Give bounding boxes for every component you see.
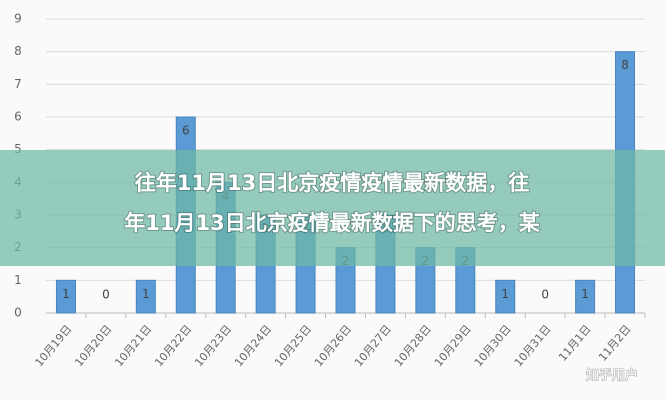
y-tick-label: 0 <box>14 306 22 320</box>
data-label: 0 <box>541 288 549 302</box>
bar <box>55 279 76 314</box>
y-tick-label: 8 <box>14 44 22 58</box>
y-tick-label: 9 <box>14 12 22 26</box>
y-tick-label: 6 <box>14 110 22 124</box>
data-label: 1 <box>581 287 589 301</box>
y-tick-label: 1 <box>14 273 22 287</box>
banner-text: 往年11月13日北京疫情疫情最新数据，往 <box>135 171 529 195</box>
data-label: 1 <box>501 287 509 301</box>
bar <box>135 279 156 314</box>
banner-background <box>0 150 665 266</box>
data-label: 1 <box>142 287 150 301</box>
bar <box>575 279 596 314</box>
y-tick-label: 7 <box>14 77 22 91</box>
data-label: 0 <box>102 288 110 302</box>
watermark: 知乎用户 <box>586 368 638 384</box>
y-tick-label: 5 <box>14 142 22 156</box>
data-label: 1 <box>62 287 70 301</box>
data-label: 8 <box>621 58 629 72</box>
banner-text: 年11月13日北京疫情最新数据下的思考，某 <box>124 211 540 235</box>
bar <box>495 279 516 314</box>
data-label: 6 <box>182 124 190 138</box>
